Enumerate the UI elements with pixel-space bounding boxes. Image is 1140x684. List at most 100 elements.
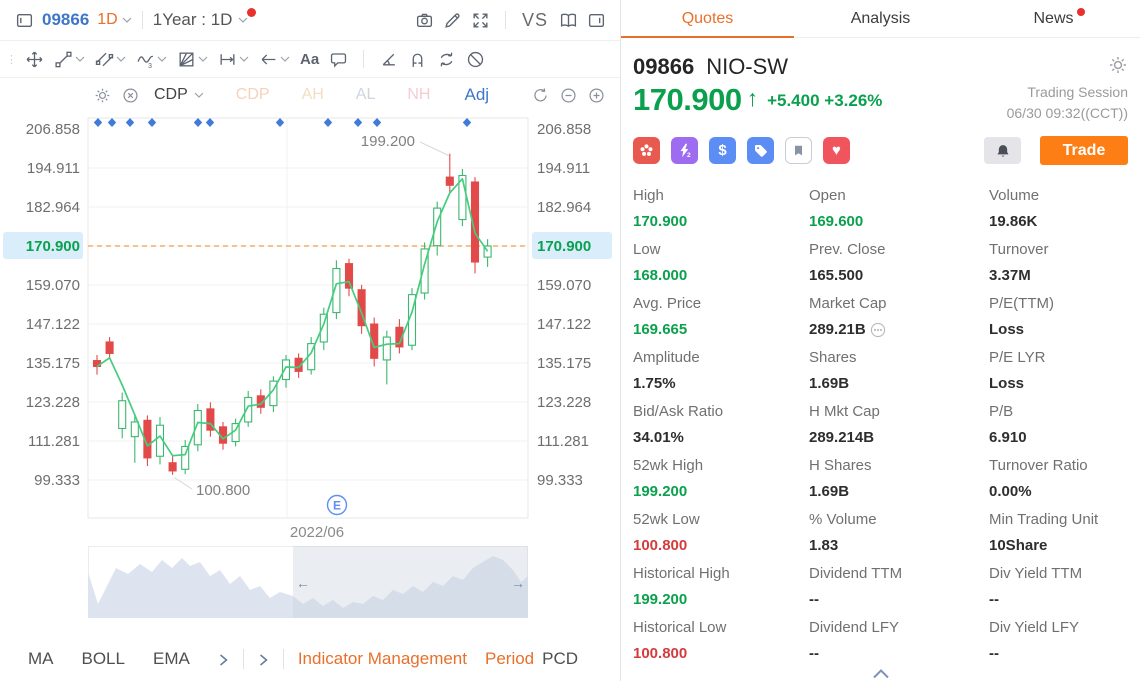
candlestick-chart[interactable]: 206.858 206.858 194.911 194.911 182.964 182.9…: [0, 112, 620, 543]
fullscreen-icon[interactable]: [467, 7, 495, 33]
hk-market-badge[interactable]: [633, 137, 660, 164]
quote-cell: P/E LYR Loss: [989, 345, 1128, 399]
navigator-left-arrow[interactable]: ←: [296, 575, 310, 591]
playbook-icon[interactable]: [554, 7, 582, 33]
text-tool-button[interactable]: Aa: [295, 45, 324, 73]
range-selector[interactable]: 1Year : 1D: [153, 8, 257, 30]
quote-cell-label: Low: [633, 241, 661, 258]
tab-quotes[interactable]: Quotes: [621, 0, 794, 38]
trade-button[interactable]: Trade: [1040, 136, 1128, 165]
quote-cell-label: Volume: [989, 187, 1040, 204]
indicator-tab-boll[interactable]: BOLL: [81, 649, 125, 668]
quote-cell-value: --: [989, 645, 999, 662]
svg-text:111.281: 111.281: [537, 433, 589, 450]
trendline-tool-button[interactable]: [49, 45, 90, 73]
indicator-close-icon[interactable]: [116, 82, 144, 108]
svg-text:2: 2: [687, 152, 691, 159]
collapse-panel-icon[interactable]: [871, 666, 891, 684]
chart-frequency[interactable]: 1D: [97, 11, 118, 28]
channel-tool-button[interactable]: [90, 45, 131, 73]
angle-tool-button[interactable]: [374, 45, 403, 73]
left-panel-toggle-icon[interactable]: [10, 7, 38, 33]
right-panel-toggle-icon[interactable]: [582, 7, 610, 33]
panel-settings-icon[interactable]: [1108, 55, 1128, 80]
tag-badge[interactable]: [747, 137, 774, 164]
quote-cell: Dividend LFY --: [809, 615, 989, 669]
adjust-button[interactable]: Adj: [464, 85, 490, 104]
quote-cell-label: H Shares: [809, 457, 872, 474]
quote-cell-value: --: [809, 591, 819, 608]
magnet-tool-button[interactable]: [403, 45, 432, 73]
navigator-right-arrow[interactable]: →: [511, 575, 525, 591]
extend-line-tool-button[interactable]: [213, 45, 254, 73]
svg-text:182.964: 182.964: [537, 199, 591, 216]
svg-text:123.228: 123.228: [26, 394, 80, 411]
sync-drawings-icon: [440, 52, 453, 66]
wave-tool-button[interactable]: 3: [131, 45, 172, 73]
currency-badge[interactable]: $: [709, 137, 736, 164]
quote-cell: Avg. Price 169.665: [633, 291, 809, 345]
session-time: 06/30 09:32((CCT)): [1006, 105, 1128, 121]
compare-button[interactable]: VS: [521, 9, 548, 30]
hide-drawings-tool-button[interactable]: [461, 45, 490, 73]
indicator-tab-ma[interactable]: MA: [28, 649, 54, 668]
period-link[interactable]: Period: [484, 649, 535, 668]
indicator-tab-ema[interactable]: EMA: [152, 649, 190, 668]
quote-panel: Quotes Analysis News 09866 NIO-SW 170.900 …: [620, 0, 1140, 681]
undo-icon[interactable]: [526, 82, 554, 108]
chart-symbol-code[interactable]: 09866: [42, 10, 90, 29]
chart-navigator[interactable]: ← →: [88, 546, 528, 618]
indicator-overflow-icon[interactable]: [218, 652, 229, 666]
faded-indicator-nh[interactable]: NH: [407, 86, 431, 103]
favorite-badge[interactable]: ♥: [823, 137, 850, 164]
tab-analysis[interactable]: Analysis: [850, 10, 911, 27]
trendline-icon: [55, 51, 72, 67]
alert-bell-button[interactable]: [984, 137, 1021, 164]
indicator-settings-icon[interactable]: [88, 82, 116, 108]
quote-cell: H Shares 1.69B: [809, 453, 989, 507]
flag-badge[interactable]: [785, 137, 812, 164]
period-value[interactable]: PCD: [542, 649, 579, 668]
faded-indicator-al[interactable]: AL: [355, 86, 376, 103]
frequency-chevron-icon[interactable]: [122, 17, 132, 23]
indicator-tabs-bar: MA BOLL EMA Indicator Management Period PCD: [0, 637, 620, 681]
quote-cell-label: Amplitude: [633, 349, 700, 366]
svg-text:159.070: 159.070: [26, 277, 80, 294]
faded-indicator-ah[interactable]: AH: [301, 86, 324, 103]
toolbar-grip[interactable]: ⋮: [6, 53, 17, 66]
quote-cell-value: 100.800: [633, 537, 688, 554]
divider: [363, 50, 365, 68]
session-info: Trading Session 06/30 09:32((CCT)): [1007, 82, 1128, 124]
zoom-in-icon[interactable]: [582, 82, 610, 108]
quote-cell: Historical High 199.200: [633, 561, 809, 615]
quote-cell-label: Div Yield TTM: [989, 565, 1083, 582]
quote-cell-value: 199.200: [633, 483, 688, 500]
faded-indicator-cdp[interactable]: CDP: [235, 86, 270, 103]
sync-drawings-tool-button[interactable]: [432, 45, 461, 73]
zoom-out-icon[interactable]: [554, 82, 582, 108]
svg-text:147.122: 147.122: [26, 316, 80, 333]
hide-drawings-icon: [468, 51, 484, 67]
svg-text:206.858: 206.858: [26, 121, 80, 138]
arrow-tool-button[interactable]: [254, 45, 295, 73]
expand-indicators-icon[interactable]: [258, 652, 269, 666]
svg-text:135.175: 135.175: [26, 355, 80, 372]
draw-icon[interactable]: [439, 7, 467, 33]
move-tool-button[interactable]: [20, 45, 49, 73]
tab-news[interactable]: News: [967, 0, 1140, 37]
quote-cell-value: 1.83: [809, 537, 839, 554]
svg-text:182.964: 182.964: [26, 199, 80, 216]
comment-tool-button[interactable]: [324, 45, 353, 73]
gann-tool-button[interactable]: [172, 45, 213, 73]
quote-cell: Market Cap 289.21B: [809, 291, 989, 345]
level2-quotes-badge[interactable]: 2: [671, 137, 698, 164]
market-cap-info-icon[interactable]: [870, 322, 886, 338]
quote-cell-value: 168.000: [633, 267, 688, 284]
indicator-management-link[interactable]: Indicator Management: [297, 649, 467, 668]
quote-cell-value: 289.21B: [809, 317, 989, 342]
svg-text:206.858: 206.858: [537, 121, 591, 138]
quote-cell-value: 199.200: [633, 591, 688, 608]
screenshot-icon[interactable]: [411, 7, 439, 33]
quote-cell: Div Yield LFY --: [989, 615, 1128, 669]
indicator-select[interactable]: CDP: [154, 86, 204, 104]
